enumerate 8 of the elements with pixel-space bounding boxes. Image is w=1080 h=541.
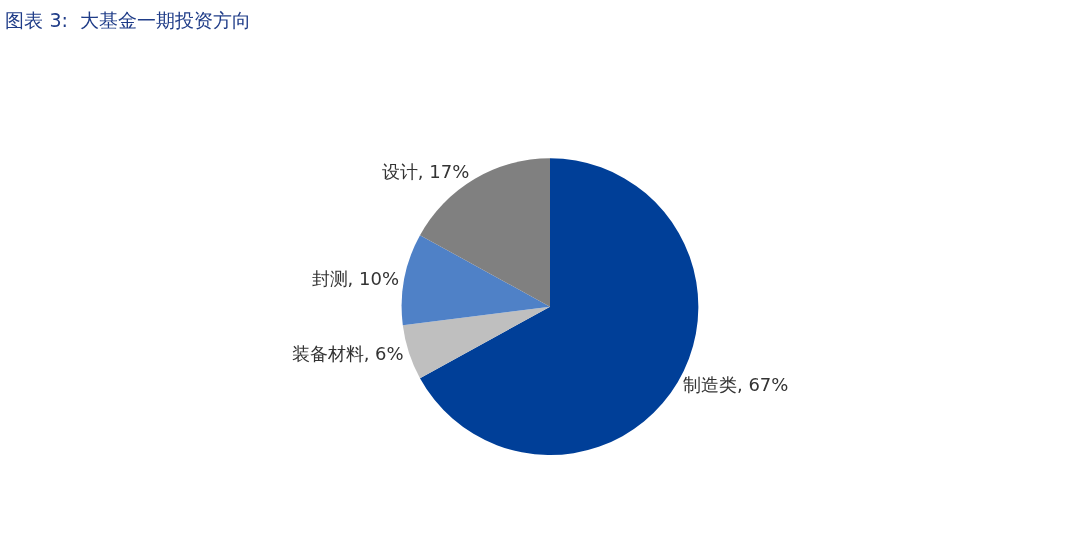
text: 图表 3: 大基金一期投资方向 <box>5 8 252 31</box>
pie-slice <box>401 235 550 326</box>
pie-slice <box>402 306 550 379</box>
slice-label: 装备材料, 6% <box>291 343 404 365</box>
pie-slice <box>419 158 550 307</box>
slice-label: 制造类, 67% <box>682 374 789 396</box>
slice-label: 设计, 17% <box>381 160 470 182</box>
slice-label: 封测, 10% <box>311 268 400 290</box>
